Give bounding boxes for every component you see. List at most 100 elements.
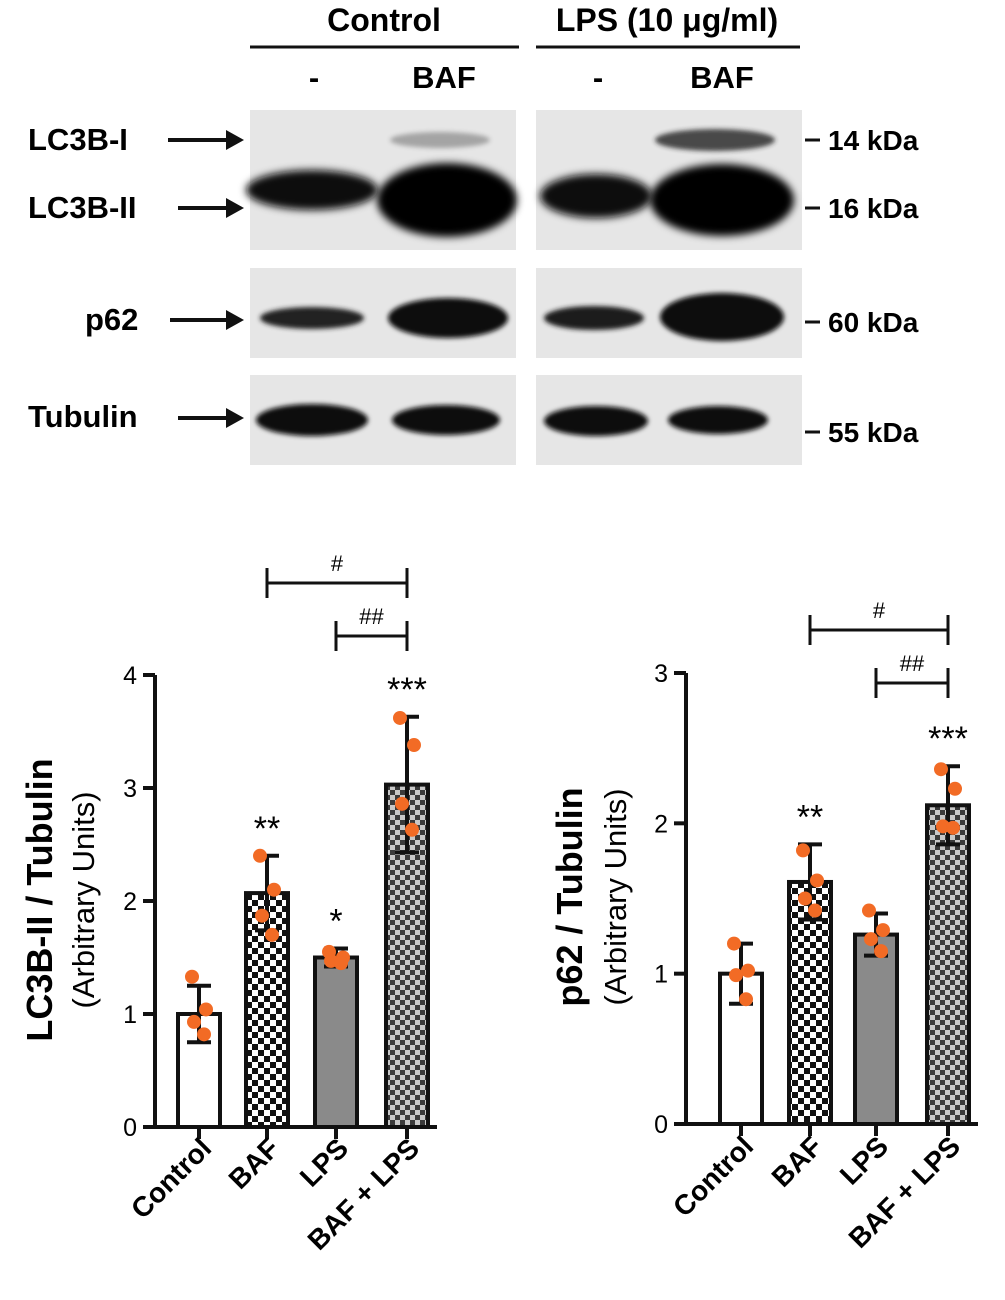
band-label-p62: p62 xyxy=(85,302,138,337)
arrow-right-icon xyxy=(170,310,244,330)
band-lc3b-i xyxy=(655,129,775,151)
band-lc3b-ii xyxy=(377,163,517,237)
bar xyxy=(925,803,971,1126)
chart-lc3b: LC3B-II / Tubulin (Arbitrary Units) 0 1 2 3… xyxy=(19,551,437,1256)
band-tubulin xyxy=(544,406,648,436)
data-point xyxy=(253,848,267,863)
data-point xyxy=(796,843,810,858)
mw-marker-14: 14 kDa xyxy=(828,125,919,156)
blot-panels xyxy=(246,110,802,465)
chart-p62: p62 / Tubulin (Arbitrary Units) 0 1 2 3 Cont… xyxy=(549,598,978,1254)
significance-bracket-label: ## xyxy=(359,604,384,629)
significance-label: ** xyxy=(797,798,823,836)
y-tick-label: 0 xyxy=(123,1114,137,1142)
bar xyxy=(853,932,899,1127)
lane-label-lps-baf: BAF xyxy=(690,60,754,95)
data-point xyxy=(808,903,822,918)
data-point xyxy=(199,1002,213,1017)
data-point xyxy=(934,762,948,777)
x-tick-label: BAF xyxy=(766,1130,829,1193)
mw-marker-16: 16 kDa xyxy=(828,193,919,224)
data-point xyxy=(946,820,960,835)
x-tick-label: BAF xyxy=(223,1132,286,1195)
data-point xyxy=(798,891,812,906)
significance-label: *** xyxy=(928,720,968,758)
data-point xyxy=(874,944,888,959)
y-tick-label: 3 xyxy=(123,775,137,803)
data-point xyxy=(185,969,199,984)
data-point xyxy=(197,1027,211,1042)
y-tick-label: 0 xyxy=(654,1111,668,1139)
mw-marker-55: 55 kDa xyxy=(828,417,919,448)
group-label-lps: LPS (10 μg/ml) xyxy=(556,2,778,38)
data-point xyxy=(334,956,348,971)
band-labels: LC3B-I LC3B-II p62 Tubulin xyxy=(28,122,244,434)
significance-label: *** xyxy=(387,671,427,709)
significance-bracket-label: # xyxy=(331,551,344,576)
x-tick-label: Control xyxy=(125,1132,217,1224)
data-point xyxy=(862,903,876,918)
data-point xyxy=(727,936,741,951)
band-tubulin xyxy=(256,404,368,436)
data-point xyxy=(864,932,878,947)
x-tick-label: LPS xyxy=(834,1130,894,1190)
y-axis-subtitle: (Arbitrary Units) xyxy=(598,788,633,1005)
band-tubulin xyxy=(392,405,500,435)
y-tick-label: 3 xyxy=(654,660,668,688)
data-point xyxy=(267,882,281,897)
lane-label-lps-minus: - xyxy=(593,60,603,95)
data-point xyxy=(393,710,407,725)
blot-header: Control LPS (10 μg/ml) - BAF - BAF xyxy=(250,2,800,95)
lane-label-control-minus: - xyxy=(309,60,319,95)
band-lc3b-i xyxy=(390,132,490,148)
x-tick-label: LPS xyxy=(294,1132,354,1192)
arrow-right-icon xyxy=(178,198,244,218)
arrow-right-icon xyxy=(178,408,244,428)
band-label-tubulin: Tubulin xyxy=(28,399,138,434)
data-point xyxy=(265,927,279,942)
bar xyxy=(313,955,359,1129)
lane-label-control-baf: BAF xyxy=(412,60,476,95)
data-point xyxy=(407,738,421,753)
data-point xyxy=(739,992,753,1007)
band-p62 xyxy=(660,293,784,341)
significance-label: * xyxy=(329,902,342,940)
data-point xyxy=(810,873,824,888)
data-point xyxy=(405,822,419,837)
significance-label: ** xyxy=(254,810,280,848)
band-label-lc3b-ii: LC3B-II xyxy=(28,190,137,225)
y-axis-subtitle: (Arbitrary Units) xyxy=(66,791,101,1008)
band-p62 xyxy=(260,307,364,329)
data-point xyxy=(948,781,962,796)
band-p62 xyxy=(388,298,508,338)
data-point xyxy=(729,968,743,983)
y-tick-label: 4 xyxy=(123,662,137,690)
significance-bracket-label: # xyxy=(873,598,886,623)
y-axis-title: p62 / Tubulin xyxy=(549,787,590,1006)
y-tick-label: 1 xyxy=(654,961,668,989)
band-tubulin xyxy=(668,406,768,434)
data-point xyxy=(187,1014,201,1029)
band-lc3b-ii xyxy=(540,174,652,218)
y-axis-title: LC3B-II / Tubulin xyxy=(19,758,60,1041)
y-tick-label: 2 xyxy=(654,810,668,838)
data-point xyxy=(255,908,269,923)
band-label-lc3b-i: LC3B-I xyxy=(28,122,128,157)
band-lc3b-ii xyxy=(246,170,378,210)
mw-marker-60: 60 kDa xyxy=(828,307,919,338)
data-point xyxy=(876,923,890,938)
y-tick-label: 2 xyxy=(123,888,137,916)
data-point xyxy=(395,796,409,811)
group-label-control: Control xyxy=(327,2,441,38)
x-tick-label: Control xyxy=(667,1130,759,1222)
data-point xyxy=(741,963,755,978)
band-lc3b-ii xyxy=(650,164,794,236)
significance-bracket-label: ## xyxy=(900,651,925,676)
band-p62 xyxy=(544,306,644,330)
mw-markers: 14 kDa 16 kDa 60 kDa 55 kDa xyxy=(805,125,919,448)
y-tick-label: 1 xyxy=(123,1001,137,1029)
arrow-right-icon xyxy=(168,130,244,150)
